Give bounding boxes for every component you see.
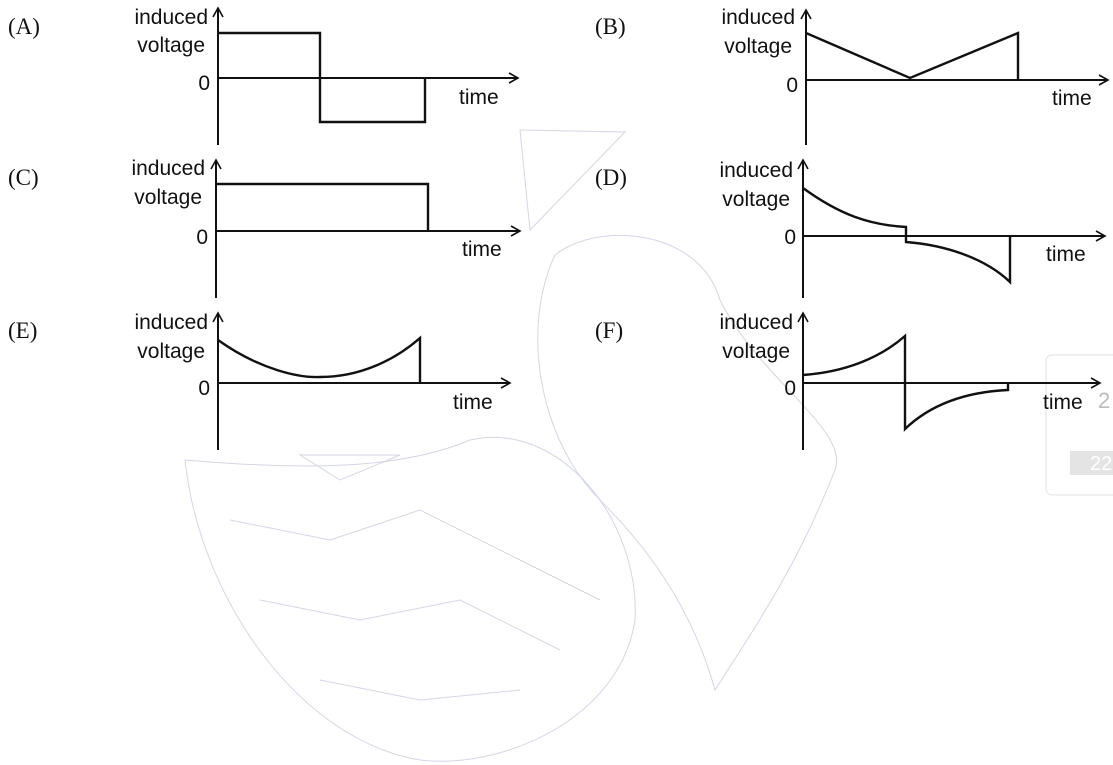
option-d: (D) induced voltage 0 time <box>595 158 1107 298</box>
y-label: induced <box>719 311 793 334</box>
x-label: time <box>1046 243 1086 266</box>
zero-label: 0 <box>784 226 796 249</box>
option-label: (B) <box>595 14 626 39</box>
y-label: voltage <box>722 340 790 363</box>
option-a: (A) induced voltage 0 time <box>8 6 520 145</box>
option-label: (A) <box>8 14 40 39</box>
waveform <box>218 31 427 124</box>
zero-label: 0 <box>198 72 210 95</box>
side-badge <box>1070 451 1113 475</box>
x-label: time <box>1043 391 1083 414</box>
option-label: (E) <box>8 318 37 343</box>
waveform <box>216 182 430 231</box>
y-label: induced <box>134 6 208 29</box>
x-label: time <box>459 86 499 109</box>
zero-label: 0 <box>198 377 210 400</box>
side-fragment: 22 <box>1090 453 1112 475</box>
waveform <box>802 187 1012 285</box>
option-f: (F) induced voltage 0 time <box>595 311 1102 450</box>
waveform <box>802 333 1010 432</box>
x-label: time <box>1052 87 1092 110</box>
option-label: (F) <box>595 318 623 343</box>
y-label: induced <box>721 6 795 29</box>
y-label: induced <box>131 157 205 180</box>
y-label: voltage <box>137 34 205 57</box>
waveform <box>217 335 422 383</box>
y-label: voltage <box>722 188 790 211</box>
y-label: voltage <box>134 186 202 209</box>
zero-label: 0 <box>784 377 796 400</box>
background-mesh <box>184 129 1113 762</box>
y-label: induced <box>134 311 208 334</box>
x-label: time <box>453 391 493 414</box>
zero-label: 0 <box>196 226 208 249</box>
x-label: time <box>462 238 502 261</box>
option-label: (C) <box>8 165 39 190</box>
zero-label: 0 <box>786 74 798 97</box>
option-c: (C) induced voltage 0 time <box>8 157 522 298</box>
side-fragment: 2 <box>1098 388 1110 413</box>
y-label: induced <box>719 159 793 182</box>
waveform <box>805 31 1020 80</box>
option-label: (D) <box>595 165 627 190</box>
y-label: voltage <box>137 340 205 363</box>
option-e: (E) induced voltage 0 time <box>8 311 512 450</box>
y-label: voltage <box>724 35 792 58</box>
option-b: (B) induced voltage 0 time <box>595 6 1110 145</box>
